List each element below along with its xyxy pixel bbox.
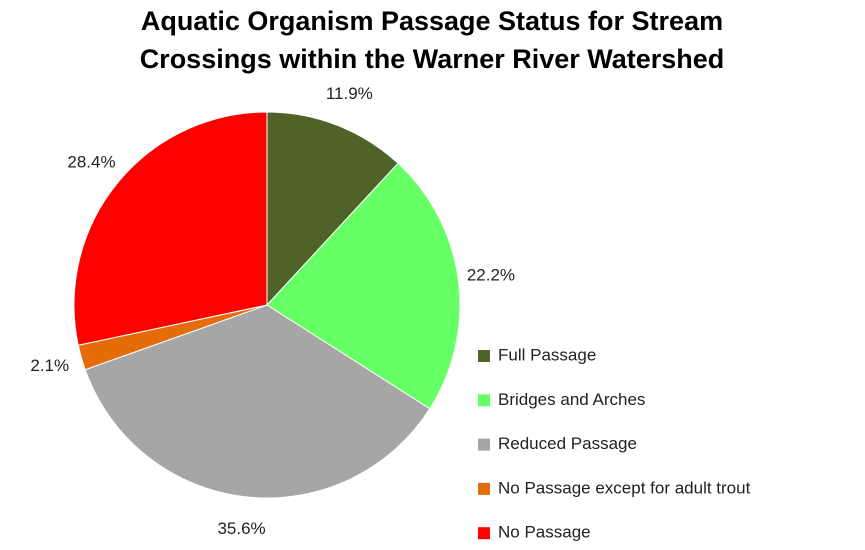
legend-swatch [478, 482, 490, 495]
pie-slice [266, 162, 461, 410]
legend-label: No Passage except for adult trout [498, 478, 751, 497]
pie-slice [266, 111, 399, 307]
legend-swatch [478, 438, 490, 451]
data-label: 11.9% [326, 84, 373, 103]
legend-label: Full Passage [498, 345, 596, 364]
data-label: 2.1% [30, 356, 69, 375]
legend-swatch [478, 350, 490, 362]
legend-label: No Passage [498, 523, 591, 542]
pie-slice [84, 304, 431, 499]
legend-label: Reduced Passage [498, 434, 637, 453]
data-label: 22.2% [467, 266, 515, 285]
data-label: 35.6% [217, 519, 265, 538]
legend-label: Bridges and Arches [498, 390, 645, 409]
legend-swatch [478, 394, 490, 407]
data-label: 28.4% [67, 152, 115, 171]
chart-title: Aquatic Organism Passage Status for Stre… [139, 6, 725, 74]
legend-swatch [478, 527, 490, 540]
pie-slice [73, 111, 268, 346]
